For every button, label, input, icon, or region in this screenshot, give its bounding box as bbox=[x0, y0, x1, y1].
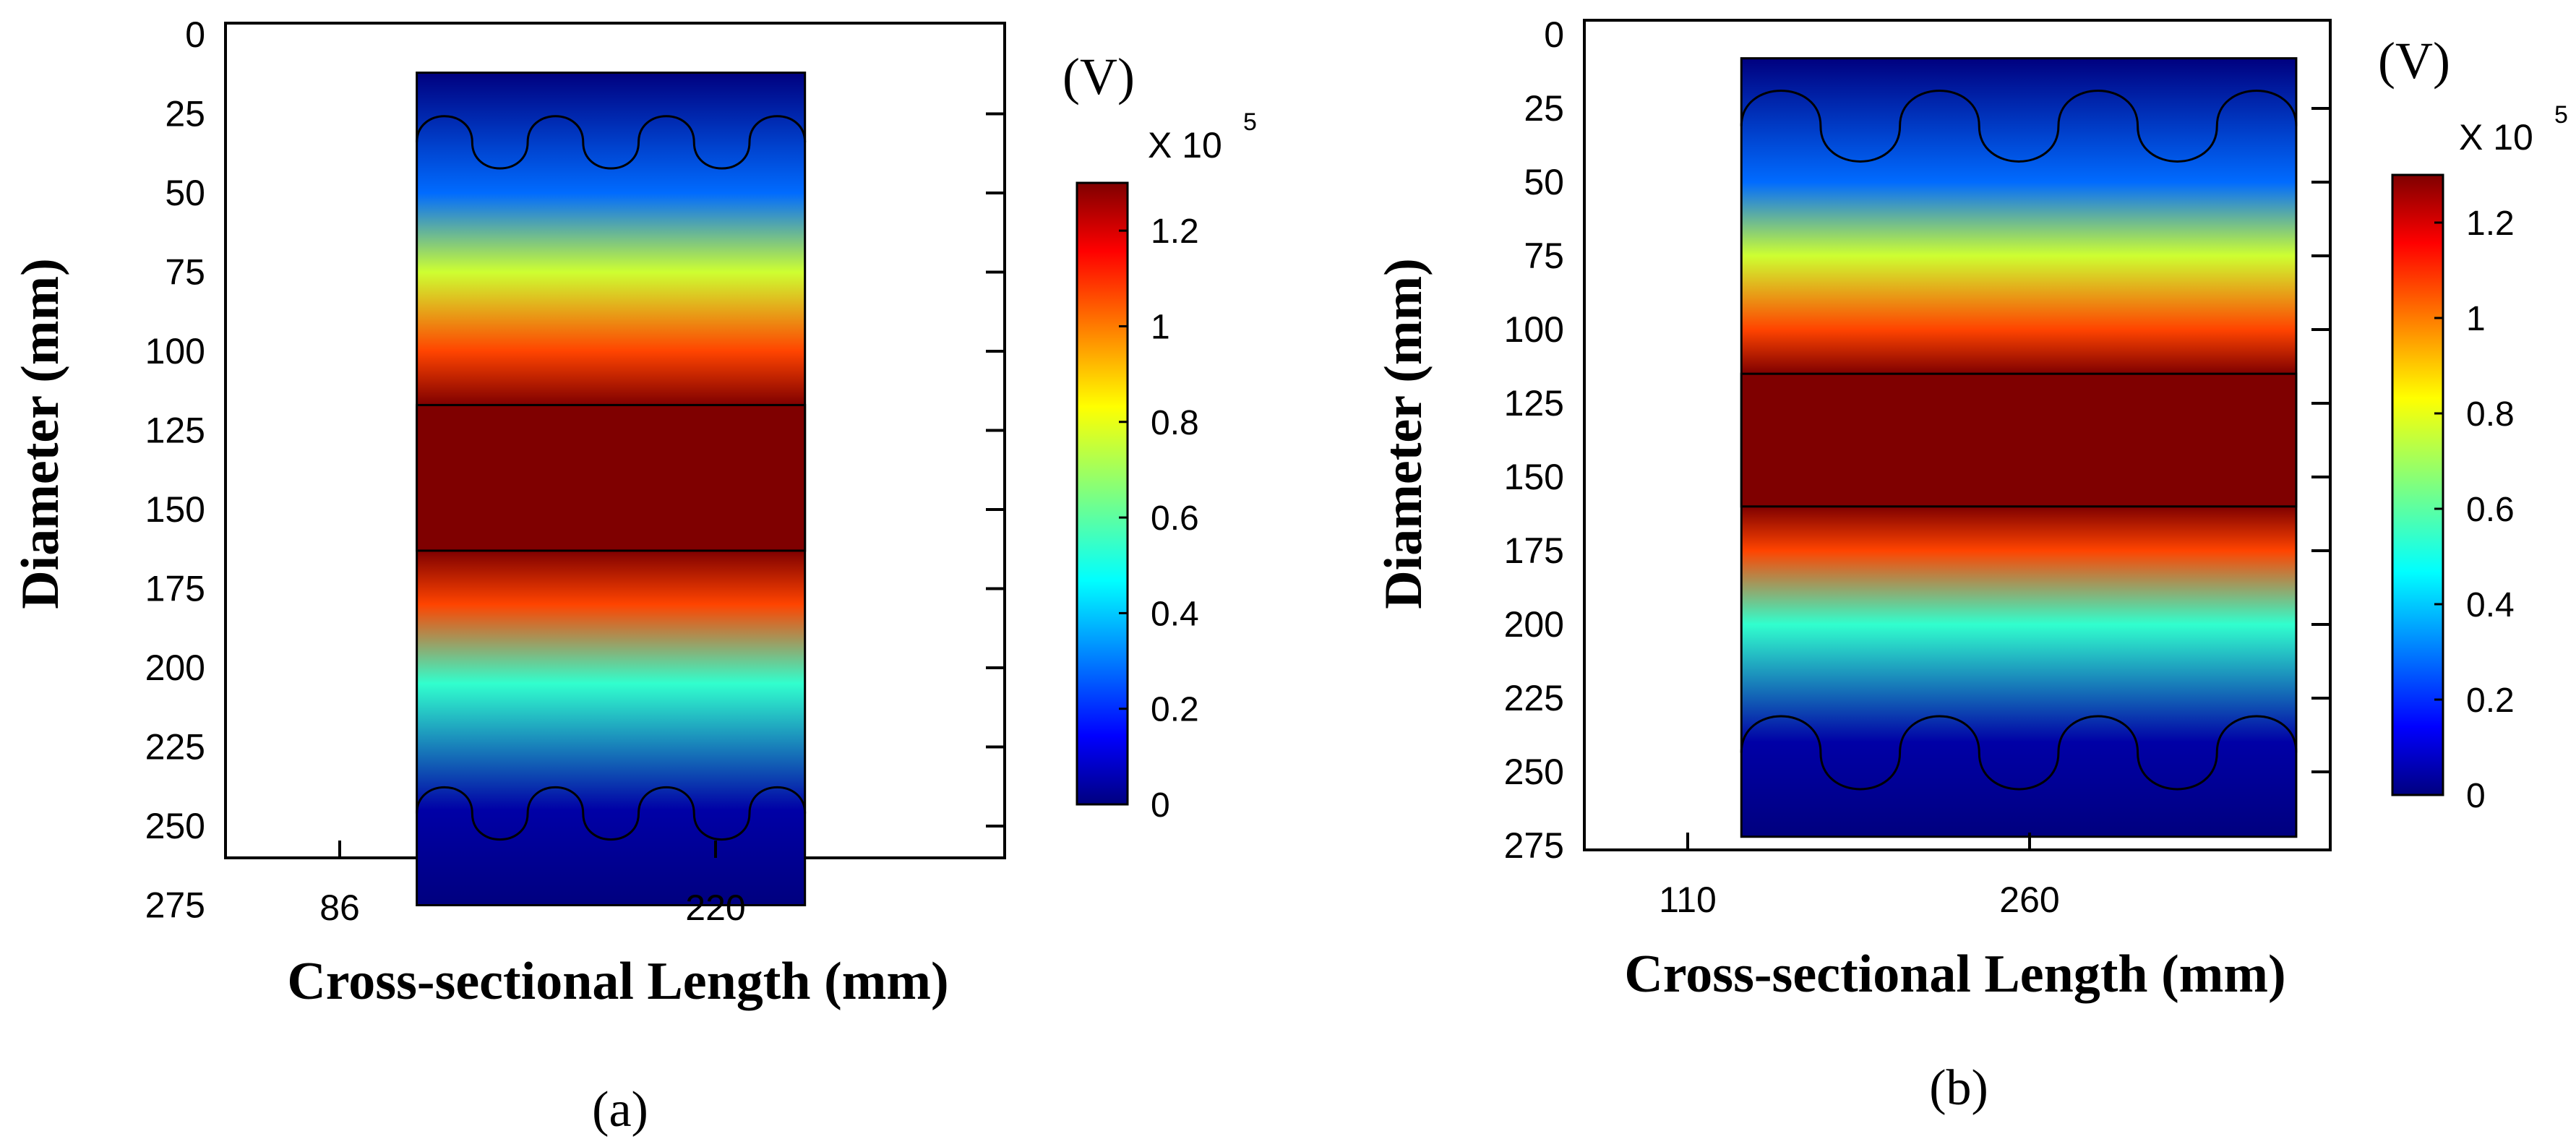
y-tick-label-a: 100 bbox=[145, 331, 205, 371]
y-tick-label-b: 125 bbox=[1504, 383, 1564, 424]
colorbar-tick-label-a: 1.2 bbox=[1151, 212, 1199, 251]
colorbar-unit-a: (V) bbox=[1062, 48, 1135, 106]
colorbar-tick-label-b: 0.6 bbox=[2466, 491, 2515, 529]
y-tick-label-b: 0 bbox=[1544, 14, 1564, 55]
y-tick-label-a: 225 bbox=[145, 727, 205, 768]
plot-area-a bbox=[416, 72, 807, 906]
y-tick-label-b: 75 bbox=[1524, 236, 1564, 276]
colorbar-tick-label-a: 0.2 bbox=[1151, 691, 1199, 729]
colorbar-b: 0 0.2 0.4 0.6 0.8 1 1.2 (V) X 10 5 bbox=[2378, 32, 2568, 815]
colorbar-tick-label-b: 1 bbox=[2466, 300, 2486, 338]
y-axis-title-a: Diameter (mm) bbox=[11, 258, 70, 609]
colorbar-gradient-a bbox=[1076, 181, 1129, 806]
y-axis-title-b: Diameter (mm) bbox=[1374, 258, 1433, 609]
colorbar-tick-label-a: 1 bbox=[1151, 308, 1170, 346]
y-tick-label-b: 100 bbox=[1504, 309, 1564, 350]
plot-area-b bbox=[1740, 57, 2298, 838]
axis-ticks-b: 0 25 50 75 100 125 150 175 200 225 250 275 110 260 bbox=[1504, 14, 2330, 920]
panel-label-b: (b) bbox=[1929, 1060, 1988, 1116]
corrugation-bottom-b bbox=[1740, 715, 2298, 791]
y-tick-label-a: 175 bbox=[145, 569, 205, 609]
y-tick-label-a: 125 bbox=[145, 411, 205, 451]
y-tick-label-a: 50 bbox=[165, 173, 205, 213]
corrugation-top-b bbox=[1740, 90, 2298, 163]
colorbar-tick-label-b: 0.2 bbox=[2466, 682, 2515, 720]
x-tick-label-a: 220 bbox=[685, 887, 745, 928]
y-tick-label-b: 225 bbox=[1504, 678, 1564, 718]
colorbar-gradient-b bbox=[2391, 173, 2444, 796]
y-tick-label-a: 75 bbox=[165, 252, 205, 293]
colorbar-a: 0 0.2 0.4 0.6 0.8 1 1.2 (V) X 10 5 bbox=[1062, 48, 1257, 825]
x-axis-title-a: Cross-sectional Length (mm) bbox=[287, 952, 948, 1011]
y-tick-label-a: 0 bbox=[185, 14, 205, 55]
colorbar-unit-b: (V) bbox=[2378, 32, 2450, 90]
colorbar-ticks-b: 0 0.2 0.4 0.6 0.8 1 1.2 bbox=[2434, 205, 2515, 815]
y-tick-label-a: 200 bbox=[145, 648, 205, 688]
colorbar-tick-label-b: 1.2 bbox=[2466, 205, 2515, 243]
y-tick-label-b: 25 bbox=[1524, 88, 1564, 129]
colorbar-tick-label-b: 0.4 bbox=[2466, 586, 2515, 624]
colorbar-tick-label-a: 0.6 bbox=[1151, 499, 1199, 538]
axis-ticks-a: 0 25 50 75 100 125 150 175 200 225 250 275 86 220 bbox=[145, 14, 1005, 928]
y-tick-label-b: 150 bbox=[1504, 457, 1564, 497]
y-tick-label-a: 250 bbox=[145, 806, 205, 846]
colorbar-tick-label-a: 0 bbox=[1151, 786, 1170, 825]
colorbar-exponent-a: 5 bbox=[1243, 108, 1257, 136]
x-axis-title-b: Cross-sectional Length (mm) bbox=[1624, 945, 2285, 1004]
high-voltage-band-a bbox=[416, 403, 807, 552]
x-tick-label-b: 260 bbox=[1999, 880, 2059, 920]
colorbar-tick-label-a: 0.4 bbox=[1151, 595, 1199, 633]
panel-label-a: (a) bbox=[592, 1082, 648, 1138]
y-tick-label-b: 175 bbox=[1504, 530, 1564, 571]
colorbar-tick-label-b: 0.8 bbox=[2466, 395, 2515, 434]
y-tick-label-a: 150 bbox=[145, 489, 205, 530]
colorbar-tick-label-b: 0 bbox=[2466, 777, 2486, 815]
y-tick-label-b: 200 bbox=[1504, 604, 1564, 645]
corrugation-top-a bbox=[416, 115, 807, 170]
x-tick-label-b: 110 bbox=[1659, 880, 1717, 920]
y-tick-label-b: 250 bbox=[1504, 752, 1564, 792]
corrugation-bottom-a bbox=[416, 786, 807, 841]
y-tick-label-a: 25 bbox=[165, 94, 205, 134]
high-voltage-band-b bbox=[1740, 372, 2298, 508]
colorbar-ticks-a: 0 0.2 0.4 0.6 0.8 1 1.2 bbox=[1119, 212, 1199, 825]
y-tick-label-b: 50 bbox=[1524, 162, 1564, 202]
colorbar-exponent-b: 5 bbox=[2554, 101, 2568, 129]
colorbar-tick-label-a: 0.8 bbox=[1151, 404, 1199, 442]
colorbar-multiplier-a: X 10 bbox=[1148, 125, 1222, 166]
y-tick-label-b: 275 bbox=[1504, 825, 1564, 866]
colorbar-multiplier-b: X 10 bbox=[2459, 117, 2533, 158]
x-tick-label-a: 86 bbox=[319, 887, 360, 928]
y-tick-label-a: 275 bbox=[145, 885, 205, 926]
